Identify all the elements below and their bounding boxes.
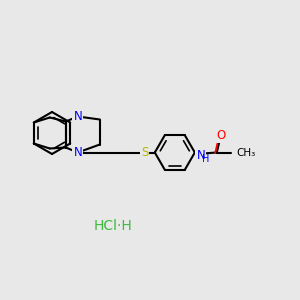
Text: HCl·H: HCl·H (94, 219, 132, 233)
Text: N: N (74, 146, 82, 159)
Text: N: N (196, 149, 205, 162)
Text: N: N (74, 110, 82, 123)
Text: CH₃: CH₃ (237, 148, 256, 158)
Text: S: S (141, 146, 148, 159)
Text: O: O (216, 129, 225, 142)
Text: H: H (202, 154, 209, 164)
